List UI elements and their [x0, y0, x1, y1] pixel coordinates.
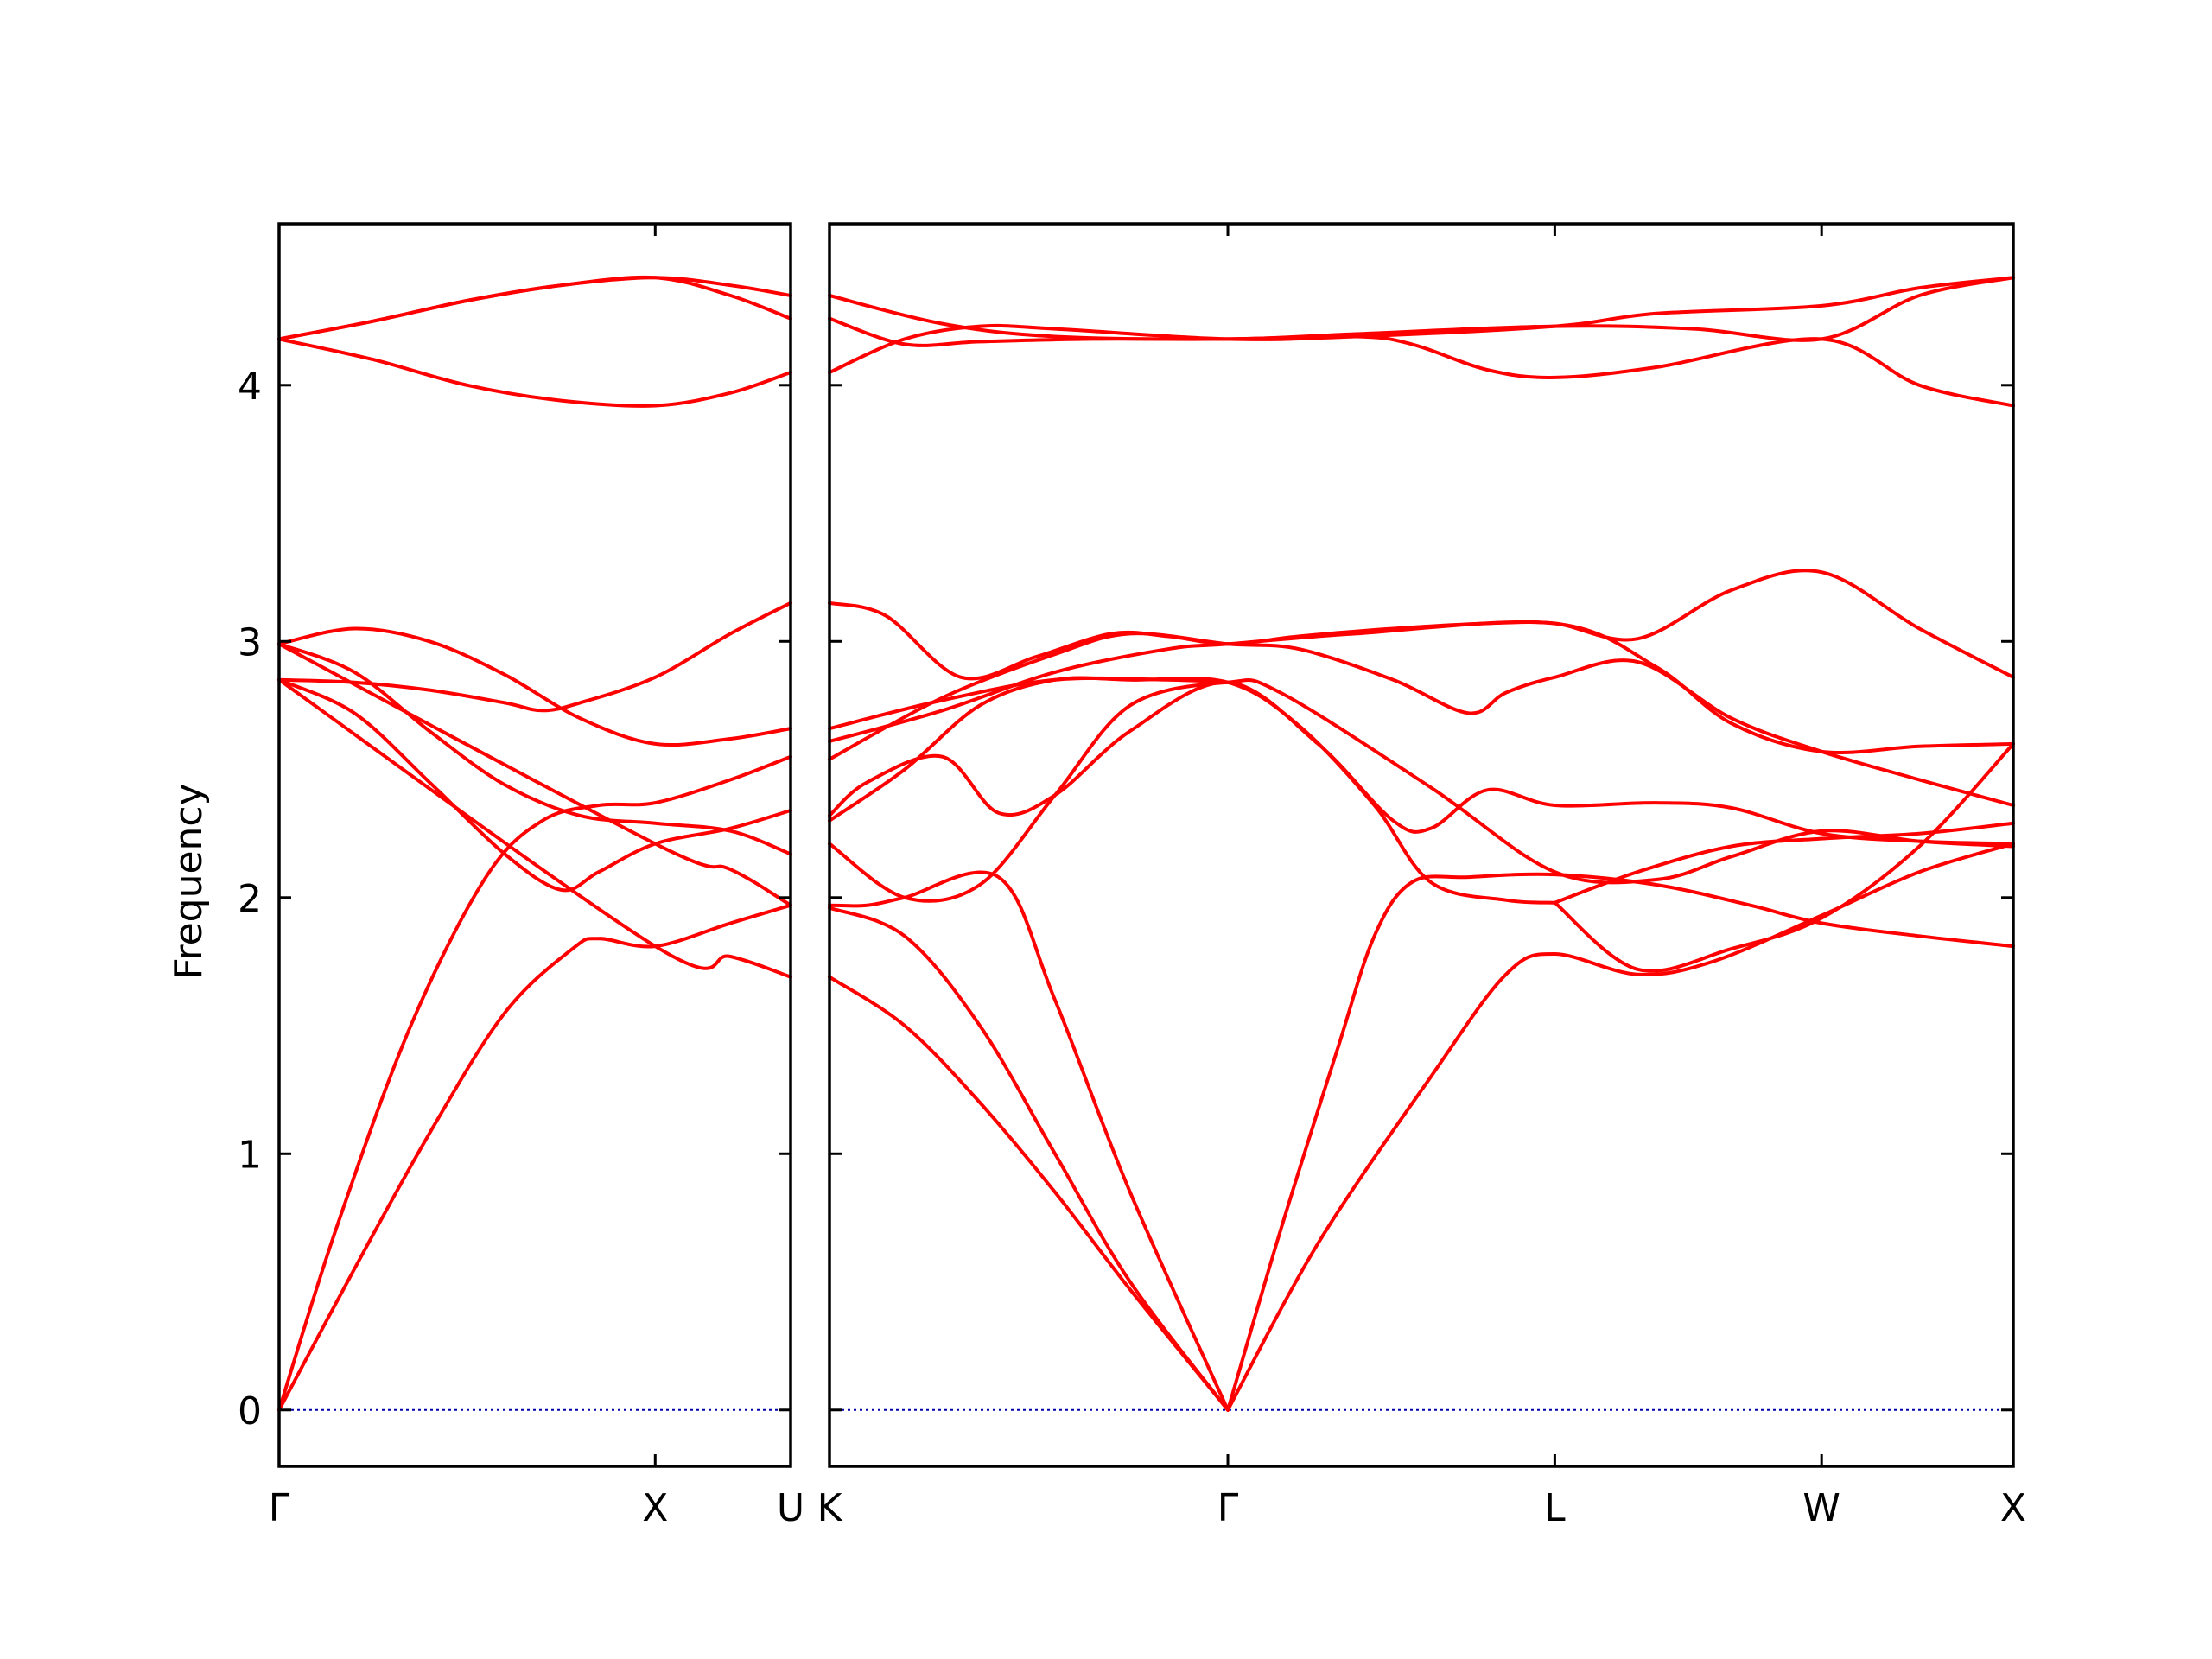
left-panel-band-3 — [277, 677, 792, 893]
left-panel-band-6 — [277, 626, 792, 747]
right-panel-band-4 — [1226, 872, 2015, 1412]
left-panel-xtick-label-3: U — [777, 1486, 804, 1530]
right-panel-band-14 — [828, 620, 2015, 755]
right-panel-xtick-label-1: K — [817, 1486, 843, 1530]
left-panel-band-9 — [277, 337, 792, 408]
right-panel-xtick-label-4: W — [1802, 1486, 1840, 1530]
right-panel-band-9 — [828, 680, 2015, 846]
left-panel-band-8 — [277, 642, 792, 907]
right-panel-band-7 — [1553, 741, 2015, 973]
ytick-label-1: 1 — [238, 1133, 262, 1177]
left-panel-band-2 — [277, 754, 792, 1412]
left-panel-band-1 — [277, 903, 792, 1412]
right-panel-band-11 — [828, 676, 1230, 731]
left-panel-band-5 — [277, 642, 792, 856]
left-panel-band-4 — [277, 601, 792, 713]
left-panel-band-11 — [277, 275, 792, 341]
left-panel-xtick-label-2: X — [642, 1486, 668, 1530]
left-panel-frame — [277, 222, 792, 1468]
phonon-bands — [277, 275, 2015, 1412]
right-panel-frame — [828, 222, 2015, 1468]
y-axis-label: Frequency — [167, 783, 211, 979]
right-panel-band-17 — [828, 276, 2015, 342]
left-panel-band-7 — [277, 677, 792, 979]
panel-frames — [277, 222, 2015, 1468]
right-panel-band-5 — [1226, 842, 2015, 1412]
axis-ticks — [277, 224, 2015, 1466]
left-panel-xtick-label-1: Γ — [269, 1486, 290, 1530]
right-panel-band-3 — [828, 870, 1230, 1412]
right-panel-xtick-label-5: X — [2000, 1486, 2026, 1530]
right-panel-band-15 — [828, 276, 2015, 374]
right-panel-xtick-label-3: L — [1544, 1486, 1566, 1530]
right-panel-band-12 — [828, 632, 2015, 807]
right-panel-xtick-label-2: Γ — [1217, 1486, 1239, 1530]
right-panel-band-10 — [828, 678, 2015, 903]
right-panel-band-2 — [828, 906, 1230, 1412]
ytick-label-0: 0 — [238, 1389, 262, 1433]
left-panel-band-10 — [277, 276, 792, 341]
tick-labels: Γ X U K Γ L W X 0 1 2 3 4 — [238, 365, 2026, 1530]
right-panel-band-13 — [828, 569, 2015, 681]
ytick-label-2: 2 — [238, 877, 262, 921]
right-panel-band-1 — [828, 975, 1230, 1412]
ytick-label-4: 4 — [238, 365, 262, 409]
ytick-label-3: 3 — [238, 620, 262, 664]
